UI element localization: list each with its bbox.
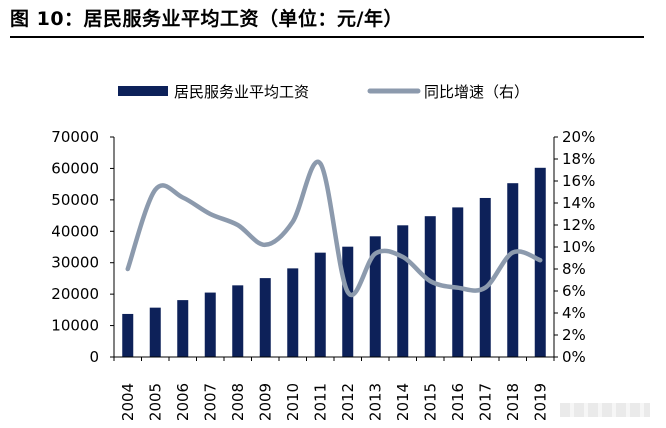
plot-area: 0 10000 20000 30000 40000 50000 60000 70000 0% 2%… [51,128,595,421]
bar-2006 [177,300,189,357]
bar-2011 [314,252,326,357]
legend: 居民服务业平均工资 同比增速（右） [118,83,529,101]
y-right-tick-label: 10% [562,238,595,256]
bar-2017 [479,197,491,357]
bar-2016 [452,207,464,357]
x-tick-label-2009: 2009 [256,383,274,421]
x-tick-label-2008: 2008 [229,383,247,421]
y-right-tick-label: 18% [562,150,595,168]
bar-2010 [287,268,299,357]
x-tick-label-2007: 2007 [201,383,219,421]
y-right-tick-label: 4% [562,304,586,322]
y-right-tick-label: 0% [562,348,586,366]
x-tick-label-2012: 2012 [339,383,357,421]
x-tick-label-2006: 2006 [174,383,192,421]
bar-2012 [342,246,354,357]
x-tick-label-2010: 2010 [284,383,302,421]
x-tick-label-2014: 2014 [394,383,412,421]
y-left-tick-label: 50000 [51,191,99,209]
x-tick-label-2019: 2019 [531,383,549,421]
y-left-tick-label: 60000 [51,159,99,177]
y-left-tick-label: 40000 [51,222,99,240]
x-tick-label-2018: 2018 [504,383,522,421]
x-tick-label-2011: 2011 [311,383,329,421]
bar-2004 [122,313,134,357]
y-right-tick-label: 2% [562,326,586,344]
legend-swatch-bar [118,86,168,96]
bar-2018 [507,183,519,357]
y-right-tick-label: 20% [562,128,595,146]
y-left-tick-label: 70000 [51,128,99,146]
bar-2005 [149,307,161,357]
y-left-tick-label: 30000 [51,254,99,272]
bar-2009 [259,278,271,357]
x-tick-label-2015: 2015 [421,383,439,421]
x-tick-label-2005: 2005 [146,383,164,421]
legend-label-growth: 同比增速（右） [424,83,529,101]
bar-2008 [232,285,244,357]
title-divider [10,36,644,38]
bar-2013 [369,236,381,357]
bar-2014 [397,225,409,357]
y-left-tick-label: 0 [89,348,99,366]
x-tick-label-2017: 2017 [476,383,494,421]
x-tick-label-2016: 2016 [449,383,467,421]
legend-label-wage: 居民服务业平均工资 [174,83,309,101]
bar-2015 [424,216,436,357]
bar-2007 [204,292,216,357]
y-right-tick-label: 8% [562,260,586,278]
y-right-tick-label: 6% [562,282,586,300]
x-tick-label-2013: 2013 [366,383,384,421]
watermark-blur [560,403,650,417]
y-left-tick-label: 10000 [51,317,99,335]
y-right-tick-label: 12% [562,216,595,234]
y-left-tick-label: 20000 [51,285,99,303]
growth-rate-line [125,159,543,298]
x-tick-label-2004: 2004 [119,383,137,421]
figure-title: 图 10：居民服务业平均工资（单位：元/年） [10,8,403,30]
y-right-tick-label: 14% [562,194,595,212]
y-right-tick-label: 16% [562,172,595,190]
